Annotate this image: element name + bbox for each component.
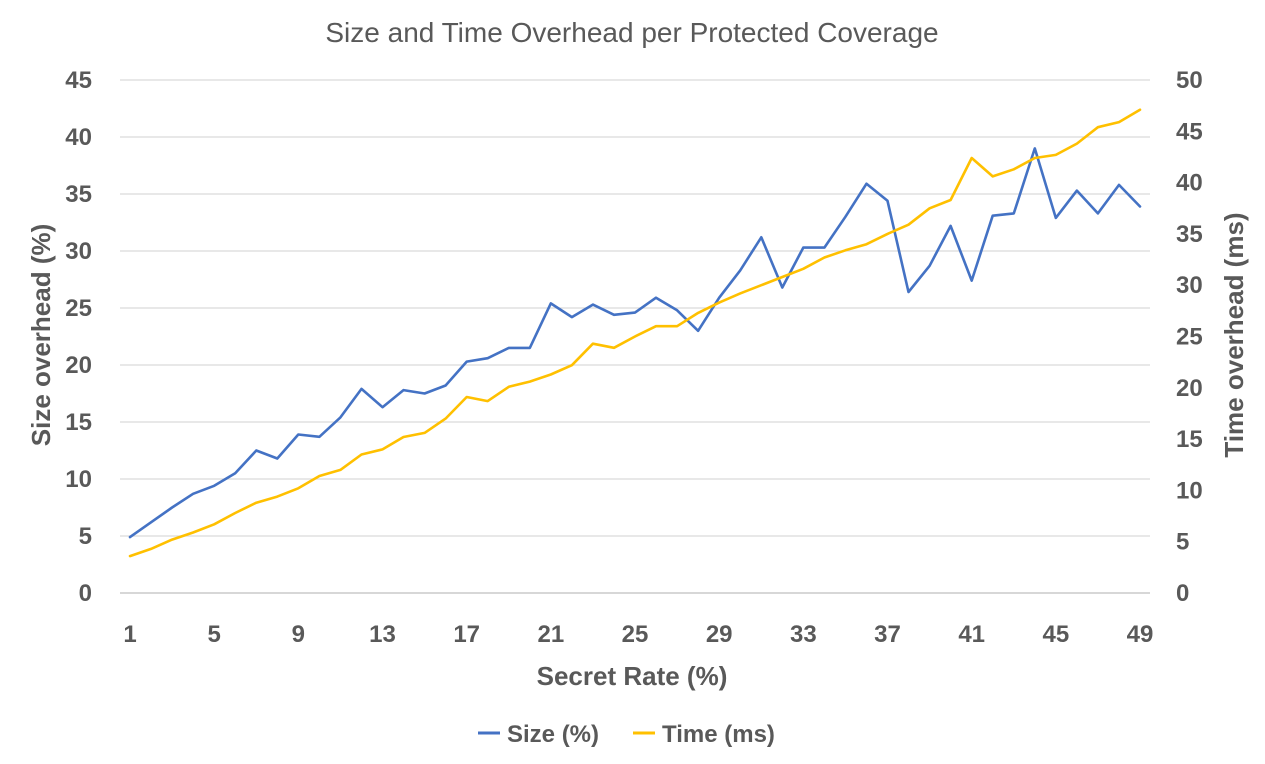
y-right-tick-label: 40 [1176, 170, 1203, 197]
x-tick-label: 13 [369, 621, 396, 648]
series-line-time [128, 108, 1142, 558]
y-left-tick-label: 0 [79, 580, 92, 607]
y-left-tick-label: 10 [65, 466, 92, 493]
x-tick-label: 33 [790, 621, 817, 648]
y-right-tick-label: 30 [1176, 272, 1203, 299]
x-tick-label: 29 [706, 621, 733, 648]
y-right-tick-label: 35 [1176, 221, 1203, 248]
y-axis-right-title: Time overhead (ms) [1219, 212, 1249, 457]
x-tick-label: 21 [537, 621, 564, 648]
legend-label-time: Time (ms) [662, 721, 775, 748]
y-right-tick-label: 45 [1176, 118, 1203, 145]
series-line-size [128, 147, 1142, 539]
y-left-tick-label: 35 [65, 181, 92, 208]
x-tick-label: 45 [1042, 621, 1069, 648]
y-right-tick-label: 5 [1176, 529, 1189, 556]
x-axis-title: Secret Rate (%) [537, 661, 728, 691]
x-tick-label: 49 [1127, 621, 1154, 648]
y-right-tick-label: 25 [1176, 324, 1203, 351]
x-tick-label: 1 [123, 621, 136, 648]
y-left-tick-label: 45 [65, 67, 92, 94]
x-tick-label: 5 [207, 621, 220, 648]
y-right-tick-label: 15 [1176, 426, 1203, 453]
x-tick-label: 25 [622, 621, 649, 648]
y-axis-left-title: Size overhead (%) [26, 224, 56, 447]
y-right-tick-label: 10 [1176, 477, 1203, 504]
y-left-tick-label: 15 [65, 409, 92, 436]
x-tick-label: 37 [874, 621, 901, 648]
y-left-tick-label: 30 [65, 238, 92, 265]
y-left-tick-label: 25 [65, 295, 92, 322]
y-left-tick-label: 20 [65, 352, 92, 379]
legend: Size (%) Time (ms) [478, 721, 775, 748]
y-right-tick-label: 0 [1176, 580, 1189, 607]
y-right-tick-label: 50 [1176, 67, 1203, 94]
x-tick-label: 17 [453, 621, 480, 648]
x-tick-label: 41 [958, 621, 985, 648]
x-tick-label: 9 [292, 621, 305, 648]
y-left-tick-label: 5 [79, 523, 92, 550]
gridlines [120, 79, 1150, 537]
y-right-tick-label: 20 [1176, 375, 1203, 402]
chart-title: Size and Time Overhead per Protected Cov… [325, 17, 938, 48]
legend-label-size: Size (%) [507, 721, 599, 748]
series-layer [128, 108, 1142, 558]
y-left-tick-label: 40 [65, 124, 92, 151]
